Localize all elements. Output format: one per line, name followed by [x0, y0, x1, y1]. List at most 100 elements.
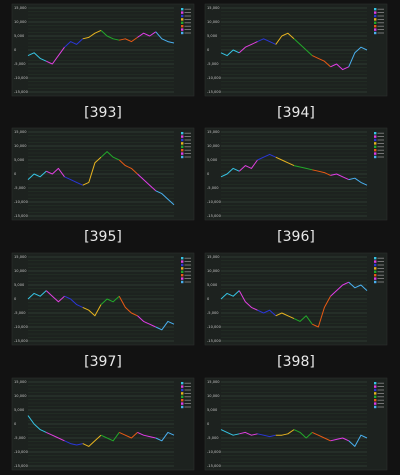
legend-swatch	[181, 8, 184, 11]
legend-swatch	[181, 395, 184, 398]
line-segment	[257, 433, 276, 438]
line-segment	[155, 320, 175, 331]
line-segment	[238, 159, 258, 172]
legend-swatch	[181, 267, 184, 270]
y-tick-label: -5,000	[207, 311, 219, 315]
y-tick-label: 10,000	[207, 144, 220, 148]
legend-swatch	[374, 405, 377, 409]
line-segment	[220, 167, 240, 178]
legend-swatch	[374, 25, 377, 28]
y-tick-label: -5,000	[14, 436, 26, 440]
line-segment	[137, 431, 156, 439]
line-segment	[155, 431, 175, 442]
y-tick-label: 0	[207, 297, 210, 301]
legend-swatch	[181, 14, 184, 18]
legend-swatch	[181, 135, 184, 138]
legend-swatch	[374, 8, 377, 11]
line-segment	[330, 281, 349, 297]
line-segment	[220, 49, 240, 57]
legend-swatch	[181, 18, 184, 21]
y-tick-label: -5,000	[207, 436, 219, 440]
legend-swatch	[181, 145, 184, 148]
legend-swatch	[181, 270, 184, 273]
line-segment	[137, 315, 156, 328]
line-segment	[118, 295, 138, 317]
legend-swatch	[374, 21, 377, 24]
legend-swatch	[374, 145, 377, 148]
legend-swatch	[181, 132, 184, 135]
line-segment	[312, 55, 331, 68]
y-tick-label: 10,000	[207, 269, 220, 273]
y-tick-label: 5,000	[207, 158, 218, 162]
line-segment	[257, 38, 276, 45]
legend-swatch	[374, 280, 377, 284]
y-tick-label: -15,000	[207, 214, 222, 218]
y-tick-label: 15,000	[207, 380, 220, 384]
legend-swatch	[374, 382, 377, 385]
y-tick-label: 5,000	[207, 283, 218, 287]
line-segment	[27, 290, 47, 300]
line-segment	[137, 31, 157, 38]
y-tick-label: 15,000	[207, 130, 220, 134]
y-tick-label: -15,000	[14, 339, 29, 343]
y-tick-label: -10,000	[207, 76, 222, 80]
line-segment	[100, 432, 120, 442]
line-segment	[64, 440, 83, 446]
legend-swatch	[181, 388, 184, 392]
y-tick-label: -5,000	[14, 311, 26, 315]
legend-swatch	[181, 28, 184, 31]
line-segment	[330, 63, 349, 71]
line-segment	[100, 30, 120, 41]
legend-swatch	[374, 270, 377, 273]
y-tick-label: 0	[14, 422, 17, 426]
panel-caption: [398]	[277, 354, 315, 370]
legend-swatch	[181, 274, 184, 277]
y-tick-label: 5,000	[14, 158, 25, 162]
line-segment	[275, 312, 295, 320]
legend-swatch	[181, 385, 184, 388]
legend-swatch	[374, 257, 377, 260]
line-segment	[238, 41, 258, 54]
line-segment	[312, 295, 331, 328]
y-tick-label: -10,000	[14, 76, 29, 80]
line-segment	[155, 190, 175, 206]
legend-swatch	[181, 25, 184, 28]
legend-swatch	[181, 277, 184, 280]
y-tick-label: 10,000	[14, 269, 27, 273]
line-segment	[82, 156, 102, 186]
y-tick-label: 10,000	[14, 144, 27, 148]
y-tick-label: 0	[14, 172, 17, 176]
line-segment	[64, 38, 84, 48]
line-segment	[293, 429, 313, 439]
line-segment	[137, 173, 157, 192]
legend-swatch	[374, 402, 377, 405]
y-tick-label: 15,000	[14, 255, 27, 259]
line-segment	[82, 304, 102, 317]
legend-swatch	[374, 31, 377, 35]
legend-swatch	[374, 267, 377, 270]
panel-caption: [394]	[277, 105, 315, 121]
y-tick-label: 5,000	[14, 34, 25, 38]
legend-swatch	[374, 155, 377, 159]
line-segment	[348, 281, 368, 291]
y-tick-label: 5,000	[207, 34, 218, 38]
line-segment	[312, 169, 331, 176]
line-segment	[64, 295, 83, 308]
y-tick-label: -15,000	[14, 90, 29, 94]
line-segment	[239, 431, 258, 436]
legend-swatch	[374, 260, 377, 263]
y-tick-label: -10,000	[207, 450, 222, 454]
line-segment	[293, 315, 313, 325]
line-segment	[348, 434, 368, 447]
line-segment	[330, 437, 349, 442]
legend-swatch	[374, 142, 377, 145]
line-segment	[45, 290, 65, 303]
legend-swatch	[181, 138, 184, 142]
line-segment	[46, 167, 65, 178]
line-segment	[46, 431, 65, 442]
panel-caption: [397]	[84, 354, 122, 370]
legend-swatch	[374, 18, 377, 21]
y-tick-label: 5,000	[14, 408, 25, 412]
line-segment	[82, 434, 102, 447]
